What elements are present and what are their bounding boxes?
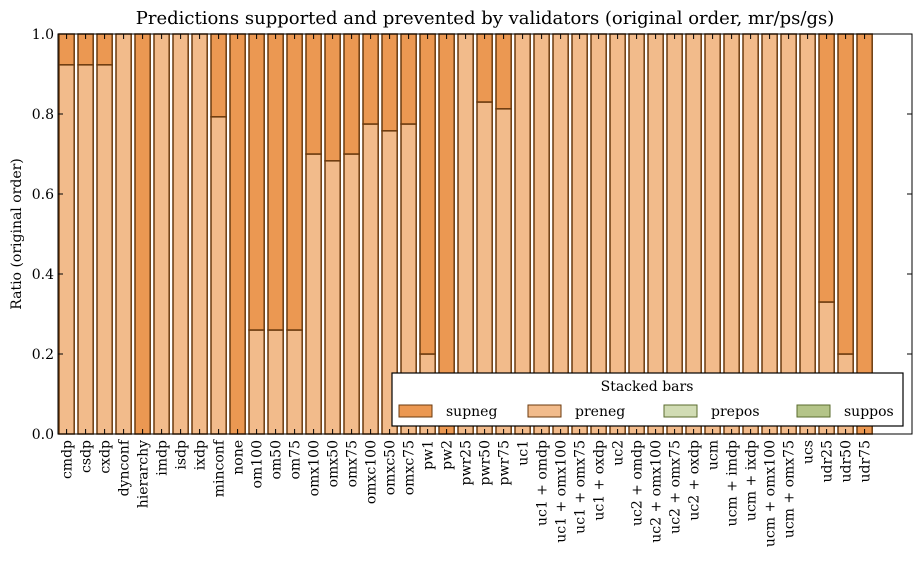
y-axis: 0.0 0.2 0.4 0.6 0.8 1.0 (32, 27, 912, 443)
x-tick-label: cxdp (98, 440, 114, 474)
x-tick-label: ucs (801, 440, 817, 464)
x-tick-label: pwr75 (497, 440, 513, 485)
x-tick-label: uc1 + omx75 (573, 440, 589, 534)
x-tick-label: pwr25 (459, 440, 475, 485)
legend-label-supneg: supneg (446, 404, 497, 420)
bar-preneg-6 (172, 33, 189, 435)
legend-label-preneg: preneg (575, 404, 625, 420)
x-tick-label: omx50 (326, 440, 342, 487)
legend-label-prepos: prepos (711, 404, 760, 420)
x-tick-label: udr25 (820, 440, 836, 483)
x-tick-label: hierarchy (136, 440, 152, 508)
x-tick-label: om75 (288, 440, 304, 480)
y-tick-label: 0.0 (32, 427, 54, 443)
bar-supneg-41 (837, 33, 854, 355)
legend-entries: supneg preneg prepos suppos (398, 404, 894, 420)
x-tick-label: om100 (250, 440, 266, 488)
bar-preneg-14 (324, 160, 341, 435)
x-tick-label: udr75 (858, 440, 874, 483)
chart-title: Predictions supported and prevented by v… (136, 8, 835, 29)
bar-supneg-10 (248, 33, 265, 331)
x-tick-label: dynconf (117, 438, 133, 496)
x-tick-label: udr50 (839, 440, 855, 483)
x-tick-label: ixdp (193, 440, 209, 470)
bar-supneg-9 (229, 33, 246, 435)
bar-preneg-12 (286, 329, 303, 435)
x-tick-label: none (231, 440, 247, 475)
bar-preneg-5 (153, 33, 170, 435)
x-tick-label: pw1 (421, 440, 437, 470)
x-tick-label: pwr50 (478, 440, 494, 485)
y-tick-label: 0.4 (32, 267, 54, 283)
bar-preneg-8 (210, 116, 227, 435)
bar-preneg-16 (362, 123, 379, 435)
y-tick-label: 1.0 (32, 27, 54, 43)
y-axis-label: Ratio (original order) (9, 158, 25, 310)
x-tick-label: isdp (174, 440, 190, 470)
bar-supneg-11 (267, 33, 284, 331)
x-tick-label: uc1 + omdp (535, 440, 551, 526)
legend: Stacked bars supneg preneg prepos suppos (391, 372, 904, 427)
x-tick-label: minconf (212, 438, 228, 497)
x-tick-label: uc1 (516, 440, 532, 466)
bar-supneg-17 (381, 33, 398, 132)
bar-preneg-13 (305, 153, 322, 435)
y-tick-label: 0.2 (32, 347, 54, 363)
bar-preneg-0 (58, 64, 75, 435)
legend-swatch-prepos (663, 404, 698, 418)
x-tick-label: omxc50 (383, 440, 399, 495)
x-tick-label: csdp (79, 440, 95, 473)
x-tick-label: ucm + imdp (725, 440, 741, 526)
bar-supneg-40 (818, 33, 835, 303)
bar-supneg-18 (400, 33, 417, 125)
x-tick-label: om50 (269, 440, 285, 480)
bar-preneg-3 (115, 33, 132, 435)
bar-preneg-11 (267, 329, 284, 435)
bar-preneg-2 (96, 64, 113, 435)
x-tick-label: uc2 + omdp (630, 440, 646, 526)
x-tick-label: imdp (155, 440, 171, 476)
bar-supneg-13 (305, 33, 322, 155)
x-tick-label: cmdp (60, 440, 76, 479)
bar-supneg-23 (495, 33, 512, 110)
x-tick-label: uc1 + omx100 (554, 440, 570, 543)
legend-swatch-preneg (527, 404, 562, 418)
x-axis: cmdp csdp cxdp dynconf hierarchy imdp isdp ixdp… (60, 34, 874, 547)
bar-preneg-10 (248, 329, 265, 435)
bar-supneg-19 (419, 33, 436, 355)
legend-swatch-suppos (796, 404, 831, 418)
bar-supneg-12 (286, 33, 303, 331)
bar-preneg-15 (343, 153, 360, 435)
x-tick-label: uc2 + oxdp (687, 440, 703, 521)
x-tick-label: uc2 (611, 440, 627, 466)
x-tick-label: ucm + omx100 (763, 440, 779, 547)
x-tick-label: omx75 (345, 440, 361, 487)
legend-title: Stacked bars (601, 379, 694, 395)
legend-label-suppos: suppos (844, 404, 894, 420)
bar-supneg-4 (134, 33, 151, 435)
x-tick-label: omxc75 (402, 440, 418, 495)
x-tick-label: omx100 (307, 440, 323, 496)
x-tick-label: uc2 + omx100 (649, 440, 665, 543)
bar-supneg-15 (343, 33, 360, 155)
bar-supneg-8 (210, 33, 227, 118)
x-tick-label: uc1 + oxdp (592, 440, 608, 521)
bar-supneg-16 (362, 33, 379, 125)
x-tick-label: omxc100 (364, 440, 380, 504)
x-tick-label: pw2 (440, 440, 456, 470)
bar-supneg-22 (476, 33, 493, 103)
x-tick-label: ucm + ixdp (744, 440, 760, 521)
x-tick-label: uc2 + omx75 (668, 440, 684, 534)
bar-preneg-1 (77, 64, 94, 435)
y-tick-label: 0.8 (32, 107, 54, 123)
y-tick-label: 0.6 (32, 187, 54, 203)
bar-preneg-7 (191, 33, 208, 435)
legend-swatch-supneg (398, 404, 433, 418)
x-tick-label: ucm (706, 440, 722, 470)
x-tick-label: ucm + omx75 (782, 440, 798, 538)
bar-supneg-14 (324, 33, 341, 162)
